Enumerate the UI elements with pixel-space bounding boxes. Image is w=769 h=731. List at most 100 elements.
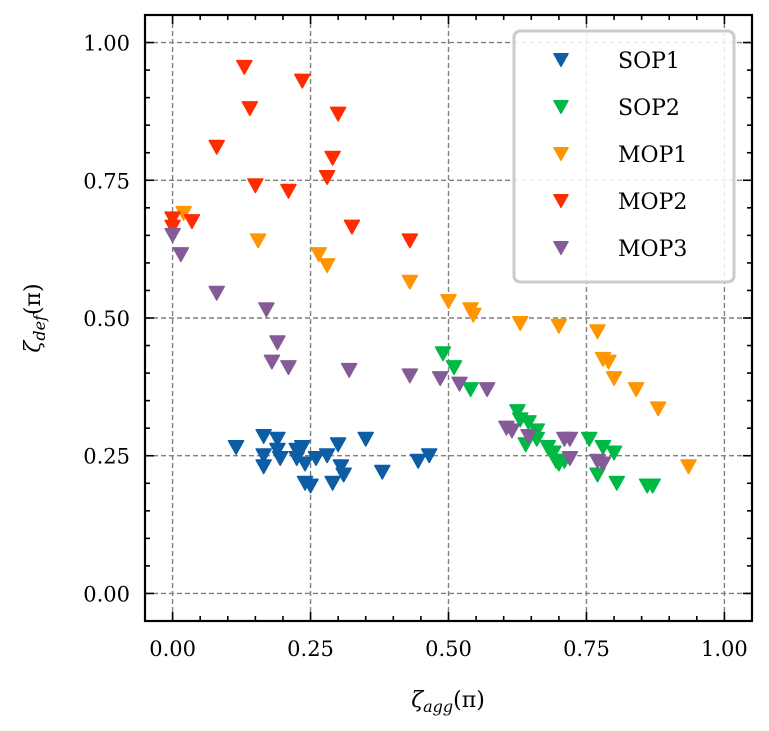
data-point-mop2 <box>401 233 419 249</box>
legend-item-mop3: MOP3 <box>553 237 687 262</box>
data-point-mop3 <box>401 368 419 384</box>
data-point-sop1 <box>255 459 272 475</box>
data-point-mop1 <box>627 382 645 398</box>
data-point-sop1 <box>332 459 350 475</box>
data-point-sop2 <box>644 478 661 494</box>
data-point-sop2 <box>509 404 526 420</box>
legend-marker-icon <box>553 146 569 162</box>
y-tick-label: 0.50 <box>83 307 130 331</box>
data-point-sop2 <box>434 346 452 362</box>
legend-marker-icon <box>553 193 569 209</box>
legend: SOP1 SOP2 MOP1 MOP2 MOP3 <box>512 29 736 284</box>
data-point-sop1 <box>318 448 336 464</box>
legend-item-mop1: MOP1 <box>553 143 687 168</box>
data-point-mop2 <box>208 139 225 155</box>
data-point-sop2 <box>580 431 598 447</box>
y-axis-label-main: ζ <box>21 339 46 353</box>
legend-label: MOP1 <box>618 143 687 168</box>
x-axis-label-sub: agg <box>423 697 453 716</box>
x-tick-label: 1.00 <box>701 637 748 661</box>
x-axis-label-main: ζ <box>411 688 425 713</box>
data-point-mop2 <box>183 214 201 230</box>
data-point-mop3 <box>561 450 579 466</box>
series-mop2 <box>164 59 419 249</box>
data-point-sop1 <box>294 439 311 455</box>
y-tick-labels: 0.00 0.25 0.50 0.75 1.00 <box>83 32 130 607</box>
data-point-mop2 <box>318 170 336 186</box>
x-tick-labels: 0.00 0.25 0.50 0.75 1.00 <box>149 637 748 661</box>
data-point-mop3 <box>258 302 275 318</box>
data-point-mop1 <box>680 459 697 475</box>
data-point-sop2 <box>462 382 479 398</box>
data-point-sop1 <box>374 464 391 480</box>
data-point-sop1 <box>409 453 427 469</box>
legend-label: SOP2 <box>618 96 680 121</box>
data-point-mop1 <box>511 316 529 332</box>
y-tick-label: 0.00 <box>83 582 130 606</box>
data-point-mop2 <box>329 106 347 122</box>
y-axis-label-suffix: (π) <box>21 283 46 315</box>
data-point-mop3 <box>340 362 358 378</box>
data-point-mop3 <box>269 335 286 351</box>
data-point-mop1 <box>440 293 457 309</box>
data-point-mop2 <box>280 183 297 199</box>
data-point-mop2 <box>343 219 361 235</box>
x-tick-label: 0.25 <box>287 637 334 661</box>
data-point-mop1 <box>550 318 568 334</box>
data-point-mop3 <box>561 431 579 447</box>
data-point-mop1 <box>589 324 606 340</box>
data-point-mop3 <box>164 227 181 243</box>
data-point-mop1 <box>649 401 667 417</box>
series-sop1 <box>227 428 438 494</box>
data-point-mop3 <box>594 456 612 472</box>
x-tick-label: 0.50 <box>425 637 472 661</box>
data-point-sop1 <box>335 467 352 483</box>
data-point-mop1 <box>249 233 267 249</box>
x-axis-label-suffix: (π) <box>453 688 485 713</box>
data-point-sop1 <box>227 439 245 455</box>
data-point-sop2 <box>608 475 626 491</box>
legend-item-mop2: MOP2 <box>553 190 687 215</box>
data-point-sop1 <box>269 431 286 447</box>
legend-marker-icon <box>553 99 569 115</box>
data-point-mop2 <box>247 178 264 194</box>
legend-marker-icon <box>553 240 569 256</box>
data-point-mop3 <box>478 382 496 398</box>
data-point-mop2 <box>241 101 259 117</box>
series-sop2 <box>434 346 661 494</box>
y-tick-label: 0.25 <box>83 445 130 469</box>
data-point-sop1 <box>302 478 319 494</box>
series-mop3 <box>164 227 612 472</box>
data-point-mop1 <box>310 247 328 263</box>
data-point-mop1 <box>401 274 419 290</box>
data-point-sop2 <box>545 445 562 461</box>
y-tick-label: 0.75 <box>83 169 130 193</box>
x-tick-label: 0.75 <box>563 637 610 661</box>
data-point-mop2 <box>294 73 311 89</box>
data-point-mop2 <box>164 219 181 235</box>
data-point-mop1 <box>318 258 336 274</box>
data-point-mop2 <box>324 150 341 166</box>
data-point-sop1 <box>324 475 341 491</box>
y-axis-label-sub: def <box>30 312 49 341</box>
data-point-sop2 <box>445 360 463 376</box>
data-point-mop3 <box>451 376 468 392</box>
data-point-mop1 <box>465 307 482 323</box>
legend-item-sop2: SOP2 <box>553 96 680 121</box>
data-point-sop1 <box>271 450 289 466</box>
data-point-mop3 <box>280 360 297 376</box>
data-point-sop2 <box>605 445 623 461</box>
data-point-sop1 <box>255 448 272 464</box>
data-point-sop1 <box>420 448 438 464</box>
x-axis-label: ζagg(π) <box>411 688 485 716</box>
data-point-sop1 <box>296 456 314 472</box>
data-point-mop2 <box>164 211 181 227</box>
y-tick-label: 1.00 <box>83 32 130 56</box>
legend-marker-icon <box>553 52 569 68</box>
data-point-mop1 <box>605 371 623 387</box>
x-tick-label: 0.00 <box>149 637 196 661</box>
data-point-mop3 <box>431 371 449 387</box>
data-point-sop2 <box>520 415 537 431</box>
legend-label: MOP2 <box>618 190 687 215</box>
